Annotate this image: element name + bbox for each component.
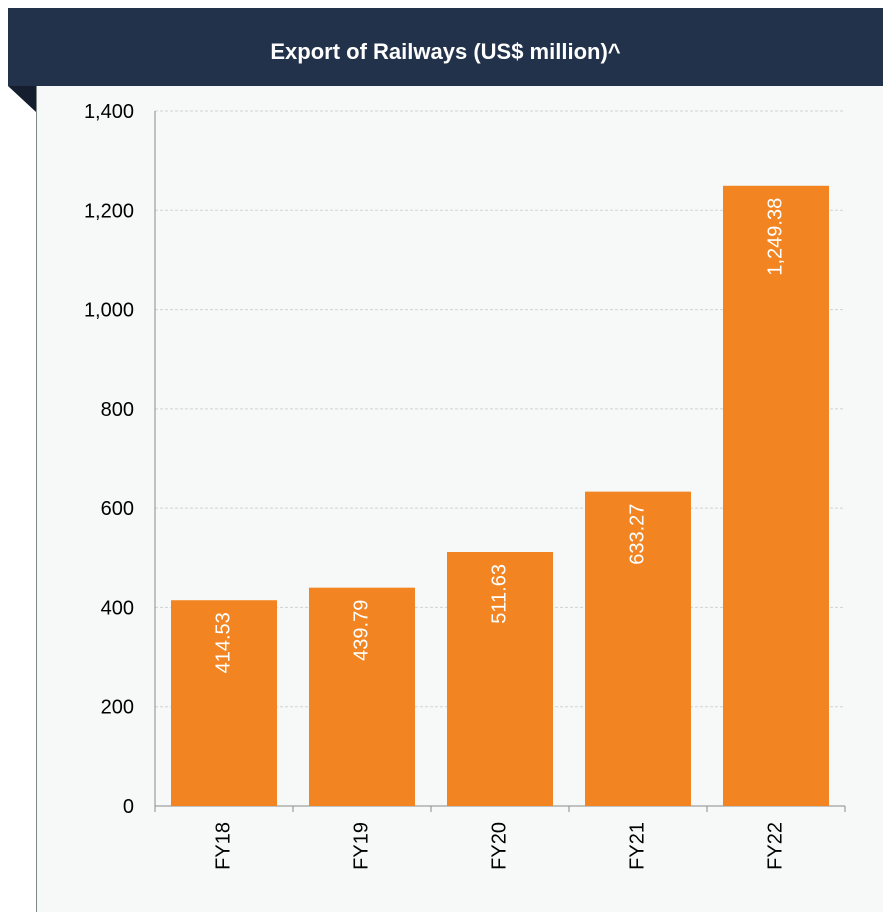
x-tick-label: FY22 (764, 822, 786, 870)
y-tick-label: 1,200 (84, 200, 134, 222)
x-tick-label: FY18 (212, 822, 234, 870)
y-tick-label: 200 (101, 697, 134, 719)
bar (171, 600, 277, 806)
y-tick-label: 800 (101, 399, 134, 421)
bar (585, 491, 691, 806)
bar (447, 552, 553, 806)
data-label: 414.53 (212, 612, 234, 673)
y-tick-label: 600 (101, 498, 134, 520)
bar (309, 587, 415, 806)
data-label: 511.63 (488, 564, 510, 624)
data-label: 633.27 (626, 504, 648, 565)
banner-fold (8, 86, 36, 112)
y-tick-label: 1,400 (84, 101, 134, 123)
bar (723, 185, 829, 806)
x-tick-label: FY20 (488, 822, 510, 870)
y-tick-label: 1,000 (84, 300, 134, 322)
data-label: 439.79 (350, 600, 372, 661)
data-label: 1,249.38 (764, 198, 786, 276)
chart-title: Export of Railways (US$ million)^ (270, 39, 621, 64)
y-tick-label: 400 (101, 597, 134, 619)
title-banner (8, 8, 883, 86)
x-tick-label: FY19 (350, 822, 372, 870)
x-tick-label: FY21 (626, 822, 648, 870)
y-tick-label: 0 (123, 796, 134, 818)
